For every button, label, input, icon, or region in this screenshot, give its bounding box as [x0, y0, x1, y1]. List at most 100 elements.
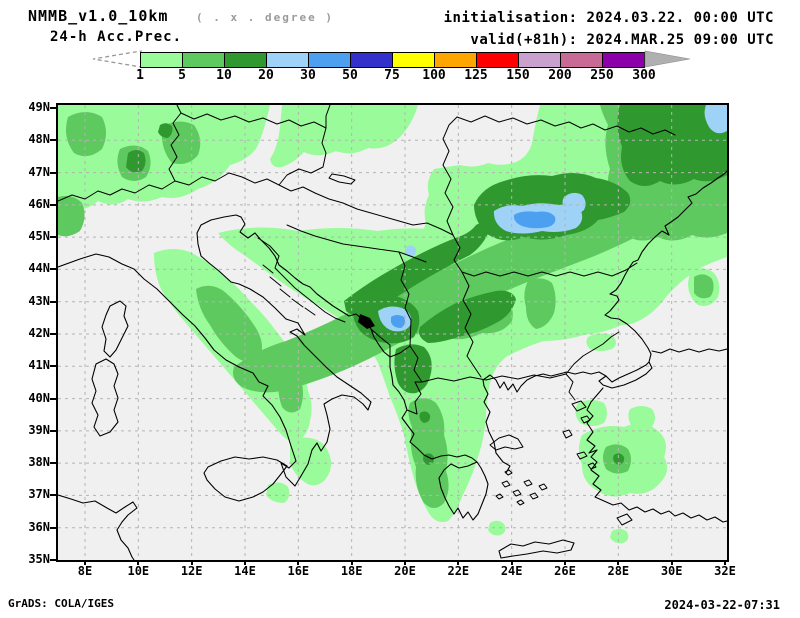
lon-axis-label: 16E: [287, 564, 310, 578]
border-albania: [370, 319, 423, 383]
colorbar-tick-label: 5: [178, 68, 186, 83]
coastline-turkey-north: [651, 348, 728, 354]
colorbar-segment-150: [518, 53, 560, 67]
border-sava: [286, 224, 427, 263]
lon-axis-label: 26E: [554, 564, 576, 578]
lon-axis-tick: [350, 560, 353, 565]
colorbar-tick-label: 150: [506, 68, 530, 83]
lon-axis-label: 14E: [234, 564, 256, 578]
lat-axis-label: 39N: [28, 422, 50, 437]
border-alps: [57, 172, 316, 202]
lon-axis-tick: [510, 560, 513, 565]
lat-axis-tick: [50, 494, 56, 497]
colorbar: [140, 52, 645, 68]
lon-axis-label: 24E: [500, 564, 523, 578]
lat-axis-label: 42N: [28, 326, 50, 340]
lon-axis-tick: [457, 560, 460, 565]
coastline-sicily: [203, 456, 288, 502]
colorbar-tick-label: 200: [548, 68, 572, 83]
border-romania-west: [442, 116, 458, 236]
colorbar-tick-label: 20: [258, 68, 274, 83]
coastline-attica: [495, 452, 511, 474]
lat-axis-label: 38N: [28, 455, 50, 470]
border-hungary-west: [278, 127, 327, 186]
coastline-marmara: [598, 361, 653, 389]
coastline-greece-east: [482, 371, 607, 454]
colorbar-segment-10: [224, 53, 266, 67]
creation-timestamp: 2024-03-22-07:31: [664, 598, 780, 612]
lat-axis-label: 37N: [28, 487, 50, 502]
precipitation-map: [57, 104, 728, 561]
valid-line: valid(+81h): 2024.MAR.25 09:00 UTC: [470, 32, 774, 48]
coastline-corsica: [101, 300, 129, 358]
colorbar-segment-30: [308, 53, 350, 67]
colorbar-segment-5: [182, 53, 224, 67]
lat-axis-tick: [50, 268, 56, 271]
kotor-bay-dense-coast: [358, 314, 375, 329]
colorbar-tick-label: 300: [632, 68, 656, 83]
colorbar-segment-1: [141, 53, 182, 67]
colorbar-segment-20: [266, 53, 308, 67]
run-info: initialisation: 2024.03.22. 00:00 UTC va…: [444, 7, 774, 51]
aegean-islands: [489, 400, 633, 526]
lat-axis-label: 45N: [28, 229, 50, 244]
lat-axis-label: 48N: [28, 132, 50, 147]
lon-axis-tick: [564, 560, 566, 565]
colorbar-left-arrow-icon: [92, 50, 142, 68]
lon-axis-label: 20E: [394, 564, 416, 578]
lat-axis-tick: [50, 397, 56, 400]
border-czech-slovak: [180, 104, 331, 129]
border-drava: [314, 192, 454, 236]
colorbar-segment-100: [434, 53, 476, 67]
graticule-gridlines: [58, 105, 727, 560]
lat-axis-label: 41N: [28, 358, 50, 373]
lat-axis-tick: [50, 333, 56, 335]
colorbar-segment-50: [350, 53, 392, 67]
lon-axis-tick: [404, 560, 406, 565]
lat-axis-tick: [50, 107, 56, 109]
lat-axis-label: 35N: [28, 552, 50, 566]
lake-balaton: [328, 173, 356, 185]
lat-axis-label: 36N: [28, 519, 50, 534]
colorbar-tick-label: 100: [422, 68, 446, 83]
lon-axis-label: 22E: [447, 564, 470, 578]
colorbar-right-arrow-icon: [644, 50, 691, 68]
coastlines-and-borders: [57, 104, 728, 561]
lat-axis-tick: [50, 203, 56, 206]
coastline-crete: [498, 539, 575, 559]
coastline-blacksea-west: [604, 170, 728, 363]
border-serbia-bulgaria: [461, 271, 482, 378]
coastline-italy: [57, 214, 372, 487]
lon-axis-label: 32E: [714, 564, 736, 578]
map-canvas: [56, 103, 729, 562]
lat-axis-tick: [50, 236, 56, 239]
croatian-islands: [262, 264, 316, 316]
lon-axis-tick: [244, 560, 246, 565]
lon-axis-label: 10E: [127, 564, 150, 578]
lat-axis-label: 40N: [28, 390, 50, 405]
lon-axis-tick: [297, 560, 300, 565]
initialisation-line: initialisation: 2024.03.22. 00:00 UTC: [443, 10, 774, 26]
lat-axis-tick: [50, 462, 56, 465]
lon-axis-tick: [190, 560, 193, 565]
lat-axis-label: 47N: [28, 164, 50, 179]
colorbar-tick-label: 75: [384, 68, 400, 83]
lat-axis-label: 43N: [28, 293, 50, 308]
lon-axis-label: 30E: [660, 564, 683, 578]
product-label: 24-h Acc.Prec.: [50, 29, 183, 45]
coastline-adriatic-east: [239, 216, 478, 463]
colorbar-tick-label: 1: [136, 68, 144, 83]
grads-credit: GrADS: COLA/IGES: [8, 597, 114, 610]
coastline-sardinia: [91, 358, 119, 437]
coastline-peloponnese: [438, 461, 489, 521]
coastline-africa: [57, 494, 138, 561]
lat-axis-label: 46N: [28, 196, 50, 211]
lon-axis-label: 12E: [180, 564, 203, 578]
border-bosnia-west: [257, 237, 346, 323]
lon-axis-tick: [724, 560, 726, 565]
lat-axis-tick: [50, 526, 56, 529]
resolution-note: ( . x . degree ): [196, 11, 334, 24]
colorbar-segment-75: [392, 53, 434, 67]
lat-axis-tick: [50, 139, 56, 142]
